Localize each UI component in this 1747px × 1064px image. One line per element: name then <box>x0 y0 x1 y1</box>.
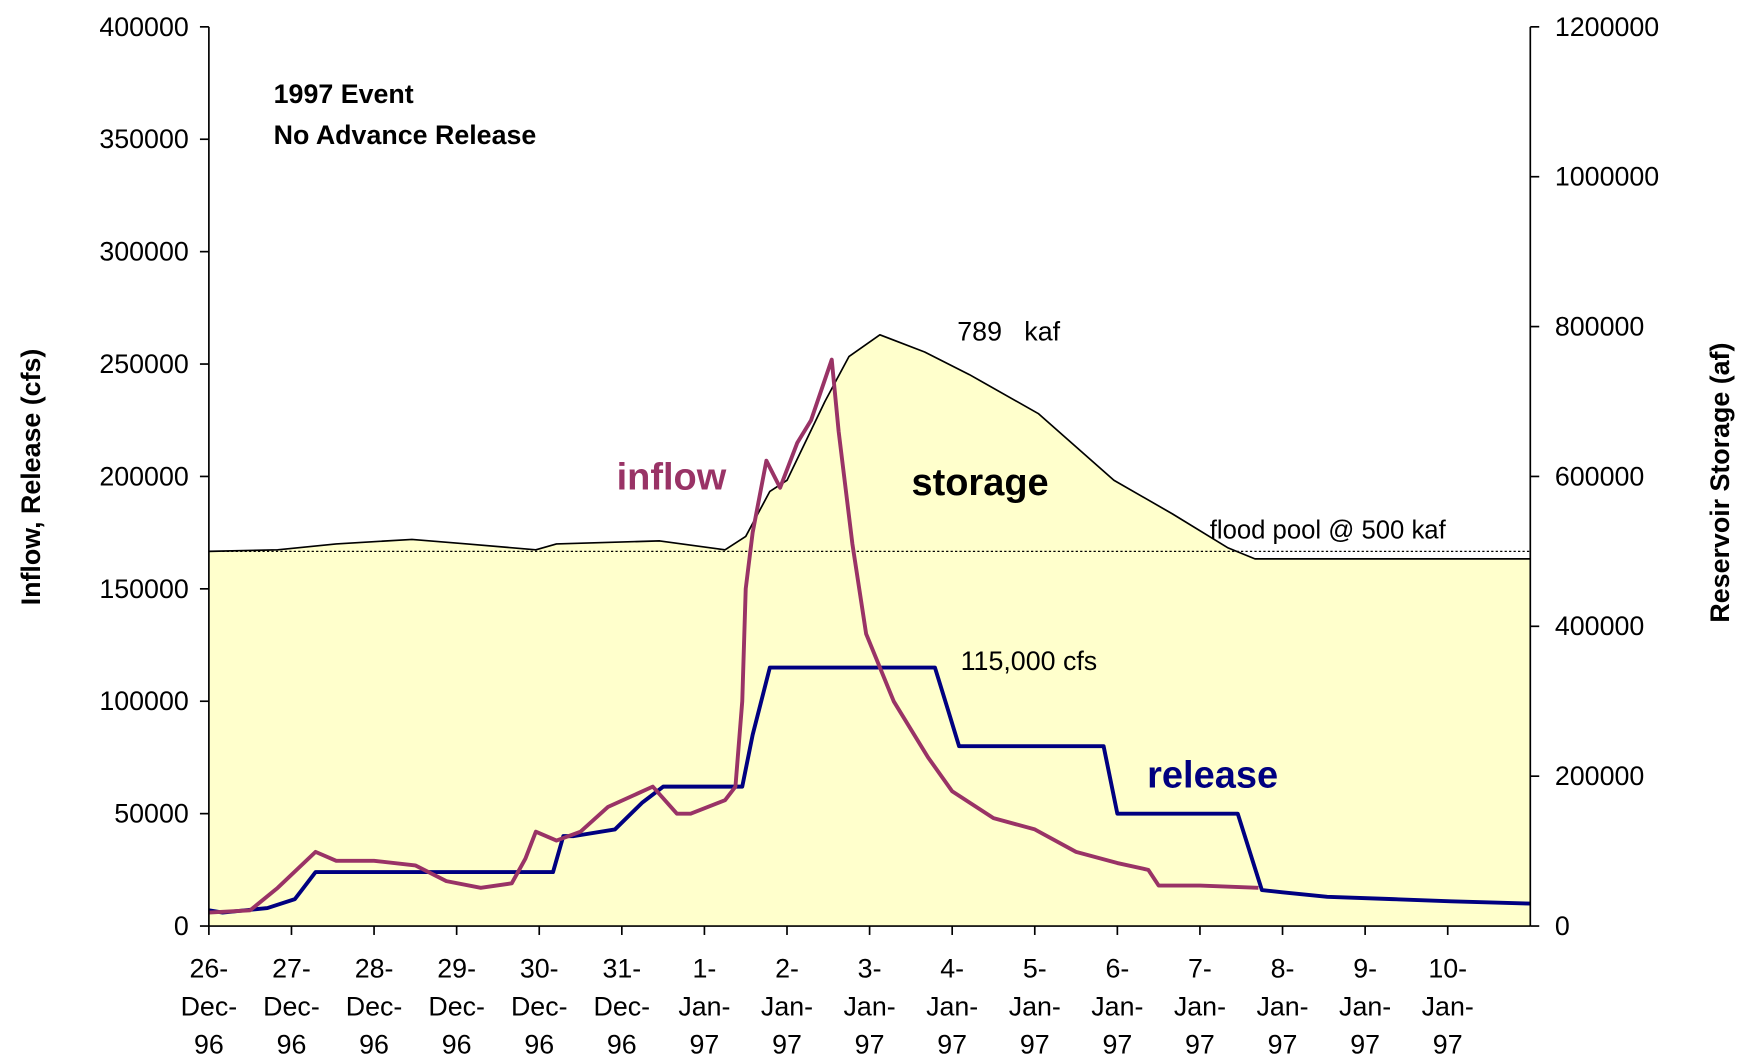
y-tick-label: 350000 <box>99 124 188 154</box>
x-tick-label: 7-Jan-97 <box>1174 953 1226 1059</box>
annotation: flood pool @ 500 kaf <box>1210 516 1447 544</box>
x-tick-label: 3-Jan-97 <box>844 953 896 1059</box>
y-tick-label: 0 <box>174 911 189 941</box>
annotation: 789 kaf <box>957 317 1060 347</box>
line <box>208 665 1531 915</box>
line <box>208 333 1531 560</box>
annotation: No Advance Release <box>274 120 537 150</box>
x-tick-label: 8-Jan-97 <box>1256 953 1308 1059</box>
y2-tick-label: 1000000 <box>1555 162 1659 192</box>
y-tick-label: 150000 <box>99 574 188 604</box>
y-tick-label: 300000 <box>99 237 188 267</box>
x-tick-label: 4-Jan-97 <box>926 953 978 1059</box>
x-tick-label: 26-Dec-96 <box>181 953 238 1059</box>
y-tick-label: 200000 <box>99 461 188 491</box>
x-tick-label: 27-Dec-96 <box>263 953 320 1059</box>
line <box>208 357 1259 915</box>
x-tick-label: 28-Dec-96 <box>346 953 403 1059</box>
annotation: 1997 Event <box>274 79 414 109</box>
x-tick-label: 29-Dec-96 <box>428 953 485 1059</box>
y-tick-label: 100000 <box>99 686 188 716</box>
y-axis-title: Inflow, Release (cfs) <box>16 349 46 606</box>
y2-tick-label: 800000 <box>1555 312 1644 342</box>
x-tick-label: 10-Jan-97 <box>1422 953 1474 1059</box>
annotation: storage <box>911 462 1048 504</box>
area <box>208 334 1531 927</box>
y2-tick-label: 400000 <box>1555 611 1644 641</box>
y-tick-label: 250000 <box>99 349 188 379</box>
x-tick-label: 1-Jan-97 <box>678 953 730 1059</box>
x-tick-label: 6-Jan-97 <box>1091 953 1143 1059</box>
y2-tick-label: 0 <box>1555 911 1570 941</box>
x-tick-label: 9-Jan-97 <box>1339 953 1391 1059</box>
y-tick-label: 50000 <box>114 799 189 829</box>
annotation: inflow <box>617 456 727 498</box>
x-tick-label: 2-Jan-97 <box>761 953 813 1059</box>
y2-tick-label: 1200000 <box>1555 12 1659 42</box>
annotation: release <box>1147 755 1278 797</box>
y-tick-label: 400000 <box>99 12 188 42</box>
x-tick-label: 31-Dec-96 <box>594 953 651 1059</box>
annotation: 115,000 cfs <box>961 646 1098 676</box>
y2-axis-title: Reservoir Storage (af) <box>1705 343 1735 623</box>
y2-tick-label: 200000 <box>1555 761 1644 791</box>
x-tick-label: 30-Dec-96 <box>511 953 568 1059</box>
x-tick-label: 5-Jan-97 <box>1009 953 1061 1059</box>
y2-tick-label: 600000 <box>1555 461 1644 491</box>
